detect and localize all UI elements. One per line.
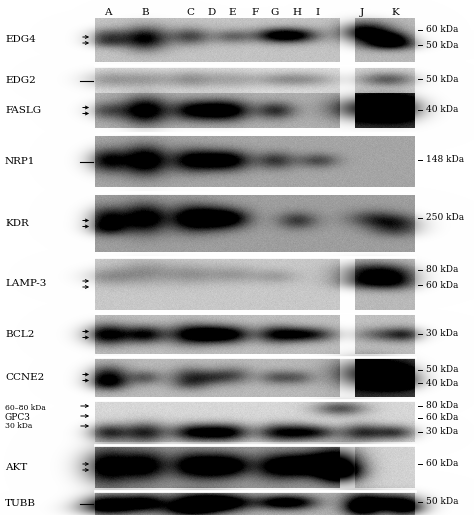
Text: BCL2: BCL2 bbox=[5, 330, 35, 339]
Text: 60 kDa: 60 kDa bbox=[426, 414, 458, 422]
Text: 250 kDa: 250 kDa bbox=[426, 214, 464, 222]
Text: 148 kDa: 148 kDa bbox=[426, 156, 464, 164]
Text: F: F bbox=[251, 8, 258, 17]
Text: 50 kDa: 50 kDa bbox=[426, 75, 458, 83]
Text: 40 kDa: 40 kDa bbox=[426, 106, 458, 114]
Text: AKT: AKT bbox=[5, 462, 27, 472]
Text: EDG2: EDG2 bbox=[5, 76, 36, 85]
Text: 50 kDa: 50 kDa bbox=[426, 41, 458, 49]
Text: GPC3: GPC3 bbox=[5, 413, 31, 422]
Text: CCNE2: CCNE2 bbox=[5, 373, 44, 382]
Text: 30 kDa: 30 kDa bbox=[426, 330, 458, 338]
Text: 80 kDa: 80 kDa bbox=[426, 402, 458, 410]
Text: 60 kDa: 60 kDa bbox=[426, 459, 458, 469]
Text: NRP1: NRP1 bbox=[5, 157, 36, 166]
Text: C: C bbox=[186, 8, 194, 17]
Text: K: K bbox=[391, 8, 399, 17]
Text: 60 kDa: 60 kDa bbox=[426, 26, 458, 35]
Text: 40 kDa: 40 kDa bbox=[426, 379, 458, 387]
Text: 60–80 kDa: 60–80 kDa bbox=[5, 404, 46, 412]
Text: J: J bbox=[360, 8, 364, 17]
Text: FASLG: FASLG bbox=[5, 106, 41, 115]
Text: 50 kDa: 50 kDa bbox=[426, 497, 458, 506]
Text: G: G bbox=[271, 8, 279, 17]
Text: H: H bbox=[292, 8, 301, 17]
Text: I: I bbox=[316, 8, 320, 17]
Text: A: A bbox=[104, 8, 112, 17]
Text: 60 kDa: 60 kDa bbox=[426, 281, 458, 289]
Text: E: E bbox=[228, 8, 236, 17]
Text: 30 kDa: 30 kDa bbox=[426, 427, 458, 437]
Text: KDR: KDR bbox=[5, 219, 29, 228]
Text: D: D bbox=[208, 8, 216, 17]
Text: 80 kDa: 80 kDa bbox=[426, 266, 458, 274]
Text: EDG4: EDG4 bbox=[5, 36, 36, 44]
Text: B: B bbox=[141, 8, 149, 17]
Text: TUBB: TUBB bbox=[5, 499, 36, 508]
Text: LAMP-3: LAMP-3 bbox=[5, 280, 46, 288]
Text: 30 kDa: 30 kDa bbox=[5, 422, 32, 430]
Text: 50 kDa: 50 kDa bbox=[426, 366, 458, 374]
